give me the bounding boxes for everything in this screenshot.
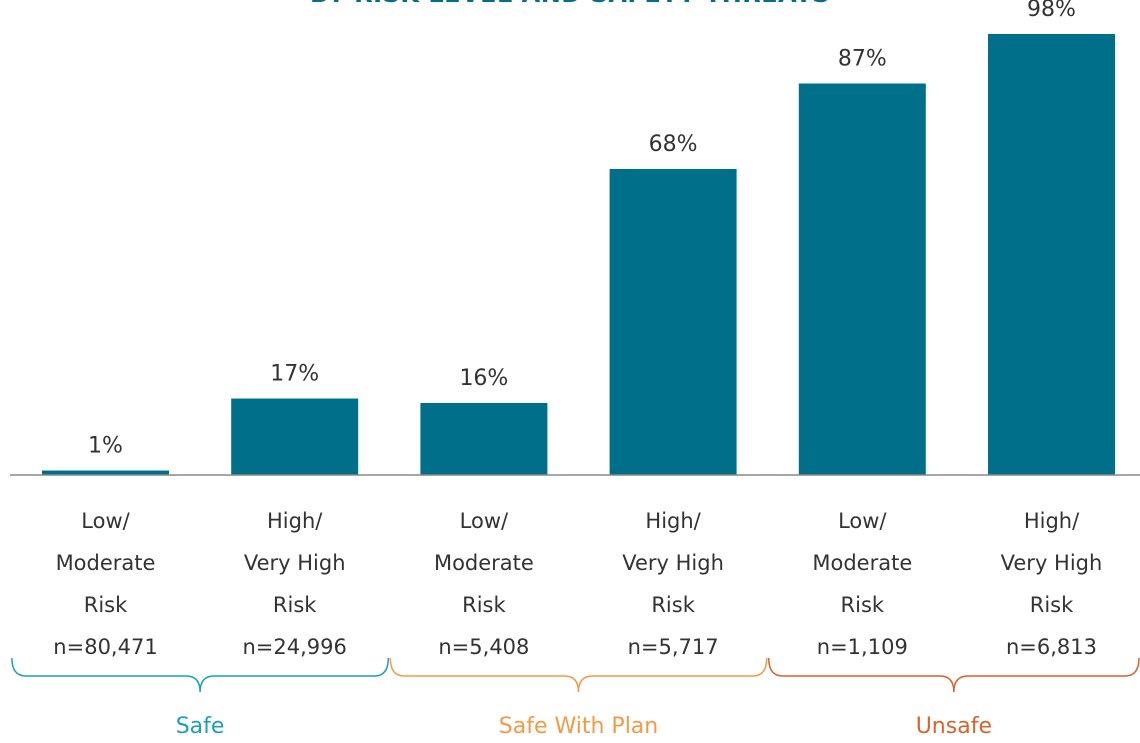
category-label: Low/Moderate Risk (434, 509, 534, 617)
data-label: 16% (459, 366, 508, 391)
group-label: Safe With Plan (499, 714, 658, 739)
group-brace (389, 657, 768, 693)
group-label: Unsafe (916, 714, 992, 739)
sample-size-label: n=80,471 (53, 635, 157, 659)
data-label: 17% (270, 362, 319, 387)
sample-size-label: n=6,813 (1006, 635, 1097, 659)
category-label: High/Very High Risk (622, 509, 724, 617)
category-label: High/Very High Risk (244, 509, 346, 617)
chart-title: BY RISK LEVEL AND SAFETY THREATS (310, 0, 830, 8)
category-label: Low/Moderate Risk (812, 509, 912, 617)
data-label: 68% (649, 132, 698, 157)
sample-size-label: n=24,996 (243, 635, 347, 659)
sample-size-label: n=5,408 (438, 635, 529, 659)
group-brace (11, 657, 390, 693)
group-label: Safe (176, 714, 225, 739)
bar (988, 34, 1115, 475)
bar (609, 169, 737, 475)
group-brace (767, 657, 1140, 693)
data-label: 87% (838, 47, 887, 72)
category-label: High/Very High Risk (1001, 509, 1103, 617)
data-label: 98% (1027, 0, 1076, 22)
sample-size-label: n=5,717 (628, 635, 719, 659)
bar (231, 398, 359, 475)
sample-size-label: n=1,109 (817, 635, 908, 659)
data-label: 1% (88, 434, 123, 459)
bar (798, 83, 926, 475)
bar (42, 470, 169, 475)
category-label: Low/Moderate Risk (56, 509, 156, 617)
bar (420, 403, 548, 475)
